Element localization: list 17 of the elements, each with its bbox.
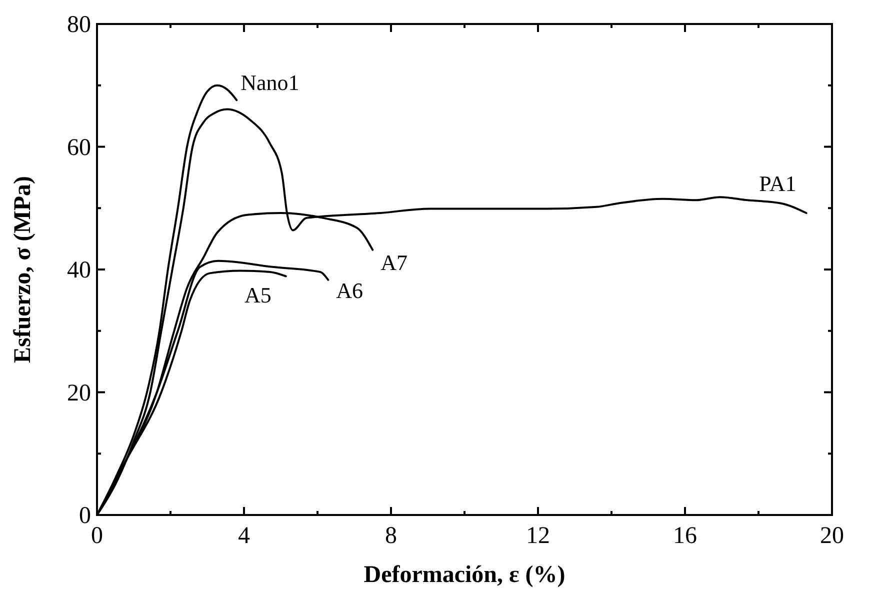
x-tick-label: 20: [820, 523, 844, 549]
x-tick-label: 8: [385, 523, 397, 549]
x-axis-title: Deformación, ε (%): [364, 562, 566, 588]
series-label: A5: [244, 282, 272, 308]
x-tick-label: 4: [238, 523, 250, 549]
series-label: A6: [336, 278, 364, 303]
series-label: Nano1: [240, 70, 300, 96]
series-label: PA1: [759, 171, 796, 196]
series-label: A7: [380, 250, 408, 275]
y-tick-label: 40: [67, 258, 91, 284]
y-tick-label: 0: [79, 503, 91, 529]
y-tick-label: 80: [67, 12, 91, 38]
y-tick-label: 60: [67, 134, 91, 161]
y-tick-label: 20: [67, 380, 91, 406]
x-tick-label: 16: [673, 523, 697, 549]
x-tick-label: 12: [526, 523, 550, 549]
y-axis-title: Esfuerzo, σ (MPa): [10, 176, 36, 363]
